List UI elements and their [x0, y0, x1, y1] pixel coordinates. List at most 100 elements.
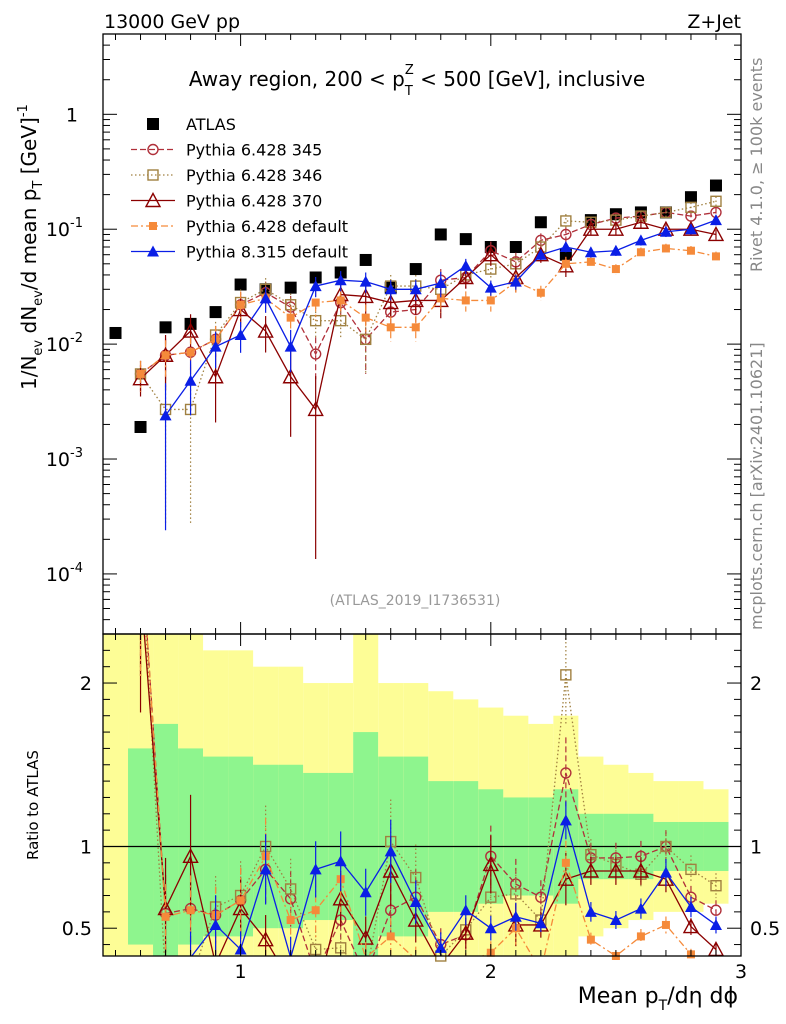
ratio-point-p6def — [161, 912, 170, 921]
ratio-tick-label-right: 0.5 — [750, 918, 780, 940]
data-point-atlas — [234, 278, 247, 291]
legend-marker-p345 — [147, 143, 159, 156]
data-point-p370 — [207, 368, 224, 384]
ratio-tick-label: 0.5 — [62, 918, 92, 940]
data-point-p370 — [457, 269, 474, 285]
data-point-p6def — [311, 298, 320, 307]
side-label-mcplots: mcplots.cern.ch [arXiv:2401.10621] — [747, 342, 766, 630]
header-left: 13000 GeV pp — [104, 11, 240, 33]
band-yellow — [103, 634, 129, 956]
data-point-atlas — [134, 420, 147, 433]
data-point-p8def — [609, 244, 622, 256]
data-point-p370 — [382, 294, 399, 310]
data-point-p8def — [159, 409, 172, 421]
data-point-p6def — [336, 296, 345, 305]
ratio-point-p345 — [710, 904, 722, 916]
ratio-point-p345 — [560, 767, 572, 779]
data-point-p6def — [361, 313, 370, 322]
y-tick-label: 10-1 — [46, 216, 83, 241]
ratio-point-p8def — [384, 845, 397, 857]
data-point-atlas — [534, 216, 547, 229]
legend-label: Pythia 6.428 370 — [186, 192, 322, 211]
ratio-point-p345 — [535, 891, 547, 903]
data-point-p6def — [461, 296, 470, 305]
legend-label: ATLAS — [186, 115, 236, 134]
data-point-p8def — [309, 280, 322, 292]
series-line-p345 — [140, 211, 717, 375]
legend-label: Pythia 6.428 346 — [186, 166, 322, 185]
data-point-p346 — [360, 333, 372, 346]
y-tick-label: 10-3 — [46, 446, 83, 471]
axes: 1 2 3 10-4 10-3 10-2 10-1 1 0.5 0.5 1 1 2 2 — [46, 33, 780, 983]
ratio-point-p8def — [459, 904, 472, 916]
ratio-point-p346 — [710, 880, 722, 892]
data-point-atlas — [709, 179, 722, 192]
ratio-point-p6def — [661, 920, 670, 929]
data-point-p370 — [182, 322, 199, 338]
data-point-p370 — [482, 246, 499, 262]
data-point-p8def — [484, 281, 497, 293]
ratio-point-p370 — [332, 890, 349, 906]
ratio-point-p8def — [684, 900, 697, 912]
ratio-point-p8def — [534, 917, 547, 929]
ratio-point-p370 — [407, 911, 424, 927]
data-point-p370 — [682, 220, 700, 236]
ratio-point-p8def — [259, 863, 272, 875]
data-point-p8def — [259, 292, 272, 304]
legend-marker-p370 — [144, 192, 162, 208]
data-point-p370 — [257, 322, 274, 338]
data-point-p346 — [334, 314, 347, 327]
analysis-watermark: (ATLAS_2019_I1736531) — [330, 593, 501, 609]
data-point-p370 — [582, 220, 600, 236]
data-point-atlas — [359, 253, 372, 266]
data-point-p346 — [710, 195, 722, 207]
data-point-p345 — [309, 348, 322, 360]
ratio-point-p8def — [484, 922, 497, 934]
series-main — [109, 179, 725, 559]
legend-marker-p6def — [149, 222, 157, 230]
data-point-p8def — [409, 283, 422, 295]
y-axis-label: 1/Nev dNev/d mean pT [GeV]-1 — [16, 104, 46, 390]
data-point-atlas — [159, 321, 172, 334]
data-point-atlas — [509, 241, 522, 254]
x-axis-label: Mean pT/dη dϕ — [578, 984, 738, 1014]
legend: ATLAS Pythia 6.428 345 Pythia 6.428 346 Pyt… — [131, 115, 348, 262]
ratio-point-p8def — [334, 855, 347, 867]
data-point-p6def — [636, 248, 645, 257]
data-point-p6def — [386, 323, 395, 332]
ratio-point-p6def — [586, 935, 595, 944]
data-point-p6def — [186, 348, 195, 357]
ratio-point-p370 — [607, 862, 625, 878]
data-point-p8def — [684, 223, 697, 235]
ratio-point-p370 — [632, 862, 650, 878]
ratio-point-p8def — [509, 910, 522, 922]
ratio-tick-label: 2 — [80, 673, 92, 695]
ratio-frame — [102, 633, 742, 957]
data-point-p8def — [334, 274, 347, 286]
data-point-p6def — [286, 313, 295, 322]
x-tick-label: 1 — [235, 961, 247, 983]
ratio-point-p370 — [582, 862, 600, 878]
ratio-line-p6def — [146, 634, 695, 956]
ratio-point-p8def — [634, 902, 647, 914]
data-point-p8def — [184, 374, 197, 386]
ratio-point-p8def — [709, 918, 722, 930]
data-point-p370 — [282, 368, 299, 384]
ratio-point-p370 — [682, 918, 700, 934]
data-point-p6def — [661, 244, 670, 253]
data-point-p6def — [236, 300, 245, 309]
ratio-point-p346 — [560, 669, 572, 681]
data-point-p8def — [584, 246, 597, 258]
ratio-point-p8def — [409, 896, 422, 908]
y-tick-label: 10-2 — [46, 331, 83, 356]
ratio-tick-label-right: 2 — [750, 673, 762, 695]
ratio-y-axis-label: Ratio to ATLAS — [24, 750, 42, 860]
series-ratio — [139, 634, 725, 962]
legend-marker-p8def — [147, 245, 159, 257]
data-point-p8def — [634, 234, 647, 246]
ratio-point-p8def — [309, 863, 322, 875]
ratio-point-p6def — [561, 858, 570, 867]
data-point-p346 — [560, 215, 572, 227]
data-point-p6def — [711, 252, 720, 261]
data-point-atlas — [409, 263, 422, 276]
